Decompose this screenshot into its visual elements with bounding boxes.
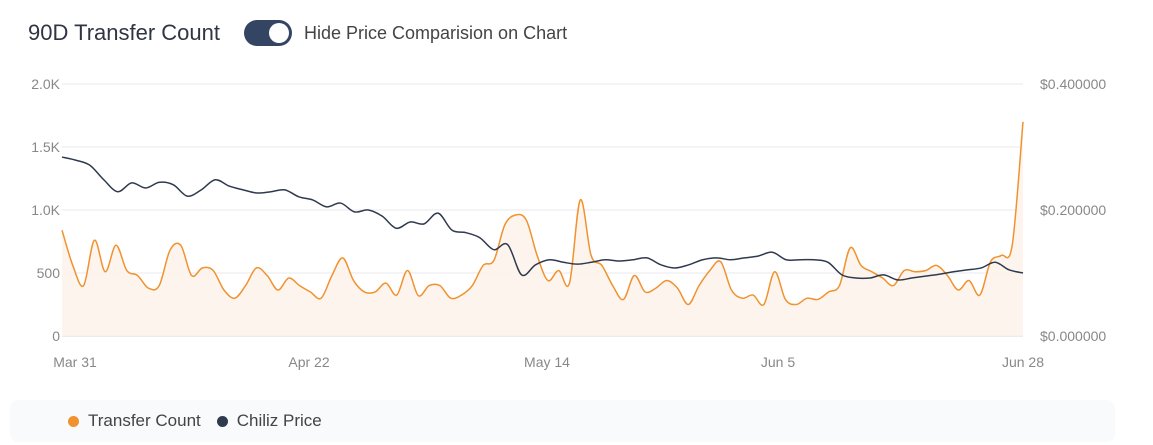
chart-title: 90D Transfer Count — [28, 20, 220, 45]
chart: 0 500 1.0K 1.5K 2.0K $0.000000 $0.200000 $0.400… — [31, 76, 1106, 370]
y-left-tick-label: 1.5K — [31, 139, 60, 155]
legend-label: Transfer Count — [88, 411, 201, 430]
x-tick-label: May 14 — [524, 354, 570, 370]
y-right-tick-label: $0.200000 — [1040, 202, 1106, 218]
y-right-tick-label: $0.000000 — [1040, 328, 1106, 344]
legend-item-transfer-count[interactable]: Transfer Count — [68, 411, 201, 431]
y-left-tick-label: 0 — [52, 328, 60, 344]
y-left-tick-label: 500 — [37, 265, 61, 281]
legend-label: Chiliz Price — [236, 411, 322, 430]
transfer-area — [62, 121, 1023, 336]
toggle-knob — [268, 23, 289, 43]
y-left-tick-label: 2.0K — [31, 76, 60, 92]
hide-price-toggle[interactable] — [243, 20, 292, 46]
orange-dot-icon — [68, 415, 79, 427]
y-right-tick-label: $0.400000 — [1040, 76, 1106, 92]
toggle-label: Hide Price Comparision on Chart — [303, 22, 568, 43]
x-tick-label: Jun 5 — [761, 354, 795, 370]
x-tick-label: Jun 28 — [1002, 354, 1044, 370]
chart-header: 90D Transfer Count Hide Price Comparisio… — [28, 20, 567, 46]
transfer-count-line — [61, 121, 1024, 307]
y-left-tick-label: 1.0K — [31, 202, 60, 218]
chiliz-price-line — [61, 156, 1024, 281]
x-tick-label: Mar 31 — [53, 354, 97, 370]
x-tick-label: Apr 22 — [288, 354, 329, 370]
legend: Transfer Count Chiliz Price — [10, 400, 1115, 442]
navy-dot-icon — [216, 415, 228, 427]
legend-item-chiliz-price[interactable]: Chiliz Price — [216, 411, 322, 431]
